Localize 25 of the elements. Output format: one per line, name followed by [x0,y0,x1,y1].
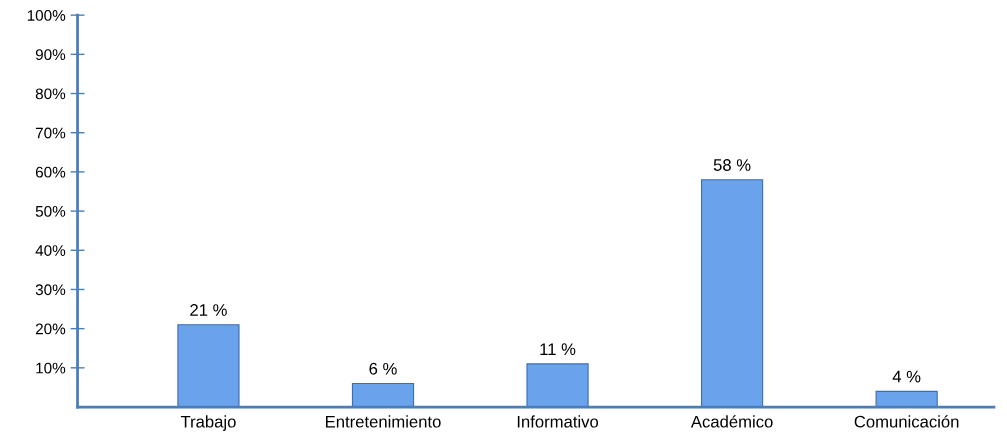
x-tick-label: Comunicación [854,415,959,428]
x-tick-label: Entretenimiento [326,415,441,428]
y-tick-label: 70% [35,127,66,139]
data-label: 4 % [892,370,921,383]
data-label: 6 % [369,362,397,375]
y-tick-label: 50% [35,205,66,217]
bar [526,363,589,408]
y-tick-label: 100% [27,10,66,21]
y-tick-label: 40% [35,245,66,256]
y-tick-label: 60% [35,166,66,178]
data-label: 58 % [713,159,751,171]
y-tick-label: 20% [35,323,66,335]
data-label: 11 % [540,343,576,355]
bar [700,179,764,408]
y-tick-label: 90% [35,49,66,61]
bar [875,390,938,408]
x-tick-label: Informativo [517,415,599,428]
y-tick-label: 80% [35,88,66,100]
bar [177,324,240,408]
data-label: 21 % [190,304,227,316]
x-tick-label: Académico [690,415,773,428]
x-tick-label: Trabajo [180,415,236,431]
y-tick-label: 10% [36,362,66,374]
y-tick-label: 30% [35,284,66,296]
bar [351,382,415,408]
